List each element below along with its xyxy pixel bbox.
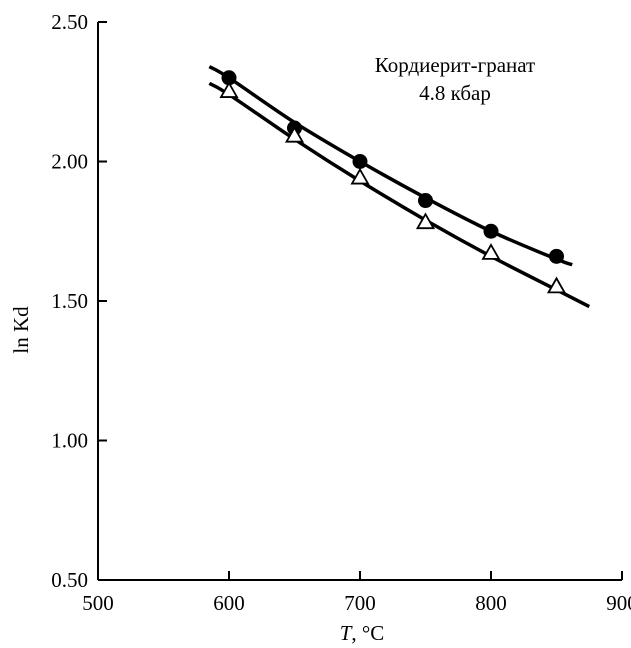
- x-tick-label: 700: [344, 591, 376, 615]
- y-tick-label: 1.00: [51, 429, 88, 453]
- axes: [97, 22, 622, 581]
- fit-curve-series-2: [208, 81, 591, 309]
- x-tick-label: 500: [82, 591, 114, 615]
- data-point-circle: [418, 193, 433, 209]
- data-point-circle: [549, 248, 564, 264]
- x-tick-label: 900: [606, 591, 631, 615]
- data-point-triangle: [481, 243, 501, 260]
- y-tick-label: 2.50: [51, 10, 88, 34]
- data-point-circle: [483, 223, 499, 239]
- annotation-line-1: Кордиерит-гранат: [375, 53, 535, 77]
- data-point-triangle: [219, 81, 239, 98]
- data-point-triangle: [546, 276, 567, 294]
- fit-curve-series-1: [208, 65, 573, 267]
- y-tick-label: 0.50: [51, 568, 88, 592]
- y-tick-label: 1.50: [51, 289, 88, 313]
- data-point-circle: [221, 70, 237, 86]
- x-tick-label: 800: [475, 591, 507, 615]
- y-ticks: 0.50 1.00 1.50 2.00 2.50: [51, 10, 107, 592]
- y-tick-label: 2.00: [51, 150, 88, 174]
- data-markers: [219, 70, 567, 294]
- data-point-triangle: [350, 167, 370, 185]
- y-axis-label: ln Kd: [9, 306, 33, 354]
- x-axis-label-symbol: T: [340, 621, 353, 645]
- data-point-triangle: [284, 125, 305, 143]
- x-axis-label-unit: , °C: [351, 621, 384, 645]
- x-tick-label: 600: [213, 591, 245, 615]
- x-ticks: 500 600 700 800 900: [82, 571, 631, 615]
- fit-curves: [208, 65, 591, 309]
- data-point-triangle: [415, 212, 436, 230]
- annotation-line-2: 4.8 кбар: [419, 81, 491, 105]
- data-point-circle: [352, 154, 368, 169]
- x-axis-label: T, °C: [340, 621, 385, 645]
